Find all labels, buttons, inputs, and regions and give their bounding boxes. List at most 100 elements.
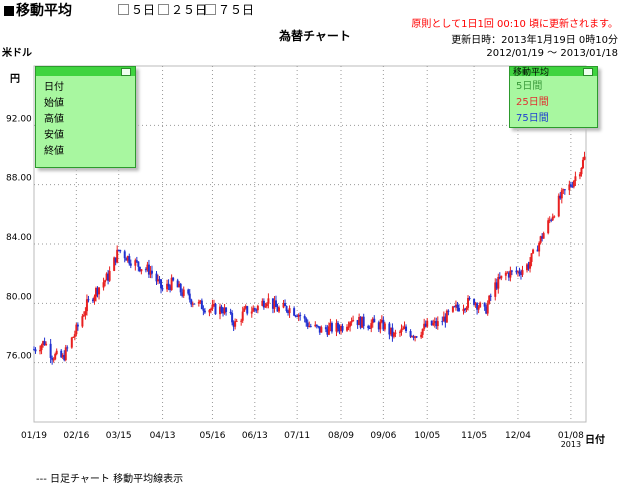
update-notice: 原則として1日1回 00:10 頃に更新されます。 (411, 19, 618, 30)
candle-body (509, 270, 512, 278)
y-unit-usd: 米ドル (2, 48, 32, 59)
candle-body (178, 283, 181, 288)
chart-title: 為替チャート (279, 29, 351, 43)
candle-body (277, 307, 280, 312)
checkbox-5day[interactable]: ５日 (118, 1, 155, 18)
panel-header[interactable] (36, 67, 135, 76)
x-unit-date: 日付 (585, 435, 605, 446)
candle-body (563, 189, 566, 191)
candle-body (250, 311, 253, 314)
candle-body (382, 319, 385, 330)
candle-body (504, 272, 507, 276)
candle-body (126, 256, 129, 261)
candle-body (486, 303, 489, 314)
candle-body (140, 269, 143, 272)
candle-body (536, 249, 539, 252)
candle-body (391, 327, 394, 337)
candle-body (265, 303, 268, 307)
checkbox-25day[interactable]: ２５日 (158, 1, 207, 18)
minimize-icon[interactable] (121, 68, 131, 76)
minimize-icon[interactable] (583, 68, 593, 76)
candle-body (299, 314, 302, 317)
candle-body (113, 257, 116, 271)
candle-body (456, 304, 459, 308)
candle-body (356, 320, 359, 326)
candle-body (125, 258, 128, 261)
candle-body (93, 296, 96, 302)
candle-body (253, 308, 256, 310)
candle-body (529, 261, 532, 269)
candle-body (347, 326, 350, 328)
candle-body (423, 323, 426, 329)
candle-body (488, 295, 491, 304)
candle-body (532, 249, 535, 254)
candle-body (123, 251, 126, 259)
candle-body (284, 303, 287, 307)
candle-body (243, 308, 246, 312)
candle-body (538, 242, 541, 252)
candle-body (169, 286, 172, 291)
candle-body (66, 347, 69, 349)
checkbox-box-icon[interactable] (118, 4, 129, 15)
candle-body (85, 299, 88, 312)
candle-body (138, 266, 141, 272)
candle-body (515, 270, 518, 273)
candle-body (442, 316, 445, 322)
candle-body (61, 354, 64, 358)
candle-body (256, 305, 259, 311)
candle-body (327, 326, 330, 335)
candle-body (539, 236, 542, 243)
legend-25day[interactable]: 25日間 (516, 97, 549, 108)
ohlc-info-panel[interactable]: 日付 始値 高値 安値 終値 (35, 66, 136, 168)
candle-body (392, 332, 395, 337)
moving-average-panel[interactable]: 移動平均 5日間 25日間 75日間 (509, 66, 598, 128)
candle-body (398, 331, 401, 333)
x-tick-label: 02/16 (63, 431, 89, 441)
y-tick-label: 76.00 (6, 352, 32, 362)
candle-body (473, 299, 476, 305)
candle-body (341, 325, 344, 331)
legend-5day[interactable]: 5日間 (516, 81, 543, 92)
candle-body (572, 181, 575, 187)
candle-body (220, 306, 223, 312)
candle-body (432, 323, 435, 326)
y-tick-label: 92.00 (6, 114, 32, 124)
candle-body (498, 277, 501, 279)
candle-body (479, 302, 482, 308)
candle-body (232, 322, 235, 327)
candle-body (412, 336, 415, 338)
candle-body (315, 324, 318, 327)
candle-body (105, 273, 108, 281)
candle-body (367, 326, 370, 328)
checkbox-box-icon[interactable] (205, 4, 216, 15)
candle-body (102, 282, 105, 288)
candle-body (389, 327, 392, 335)
candle-body (476, 303, 479, 310)
checkbox-75day[interactable]: ７５日 (205, 1, 254, 18)
candle-body (225, 307, 228, 312)
candle-body (63, 354, 66, 361)
panel-header[interactable]: 移動平均 (510, 67, 597, 78)
updated-datetime: 更新日時：2013年1月19日 0時10分 (451, 35, 618, 46)
candle-body (405, 326, 408, 332)
candle-body (264, 306, 267, 308)
info-high-label: 高値 (44, 114, 64, 125)
candle-body (223, 307, 226, 314)
y-tick-label: 88.00 (6, 174, 32, 184)
candle-body (203, 310, 206, 313)
candle-body (95, 288, 98, 297)
candle-body (39, 350, 42, 352)
legend-75day[interactable]: 75日間 (516, 113, 549, 124)
candle-body (430, 320, 433, 326)
candle-body (574, 176, 577, 182)
candle-body (54, 354, 57, 360)
candle-body (197, 301, 200, 304)
candle-body (187, 289, 190, 294)
checkbox-box-icon[interactable] (158, 4, 169, 15)
candle-body (569, 184, 572, 187)
candle-body (314, 324, 317, 327)
candle-body (330, 323, 333, 332)
candle-body (262, 300, 265, 308)
candle-body (420, 334, 423, 338)
candle-body (320, 327, 323, 333)
